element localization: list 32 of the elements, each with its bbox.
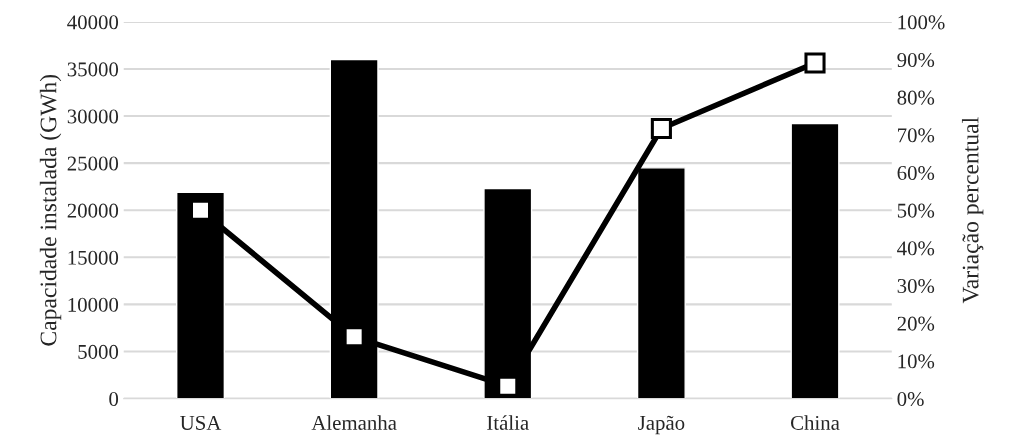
point	[650, 117, 672, 140]
x-tick-label: Japão	[638, 415, 685, 435]
x-tick-label: USA	[180, 415, 222, 430]
y-tick-label: 30000	[67, 109, 119, 124]
y2-tick-label: 100%	[898, 15, 945, 30]
y-axis-title: Capacidade instalada (GWh)	[39, 74, 62, 346]
y-tick-label: 15000	[68, 250, 119, 265]
y2-tick-label: 30%	[897, 278, 935, 294]
bar	[790, 122, 840, 399]
y-tick-label: 5000	[78, 344, 119, 359]
y2-tick-label: 60%	[897, 165, 935, 181]
y2-tick-label: 90%	[897, 52, 935, 68]
x-tick-label: China	[790, 415, 840, 430]
point	[343, 326, 365, 348]
y2-tick-label: 70%	[898, 128, 935, 143]
y-tick-label: 10000	[68, 297, 119, 312]
y2-tick-label: 20%	[897, 316, 935, 331]
y-tick-label: 20000	[67, 203, 119, 218]
x-tick-label: Alemanha	[311, 415, 397, 430]
y2-tick-label: 10%	[898, 354, 935, 369]
y-tick-label: 25000	[67, 156, 119, 171]
x-tick-label: Itália	[487, 415, 529, 430]
y2-tick-label: 0%	[897, 391, 924, 407]
y-tick-label: 0	[109, 391, 119, 407]
y2-tick-label: 50%	[897, 203, 935, 218]
y2-axis-title: Variação percentual	[961, 117, 984, 304]
point	[804, 52, 826, 74]
y2-tick-label: 80%	[897, 90, 935, 105]
point	[497, 375, 519, 397]
y-tick-label: 40000	[67, 15, 119, 30]
y-tick-label: 35000	[67, 62, 119, 77]
y2-tick-label: 40%	[897, 241, 935, 256]
